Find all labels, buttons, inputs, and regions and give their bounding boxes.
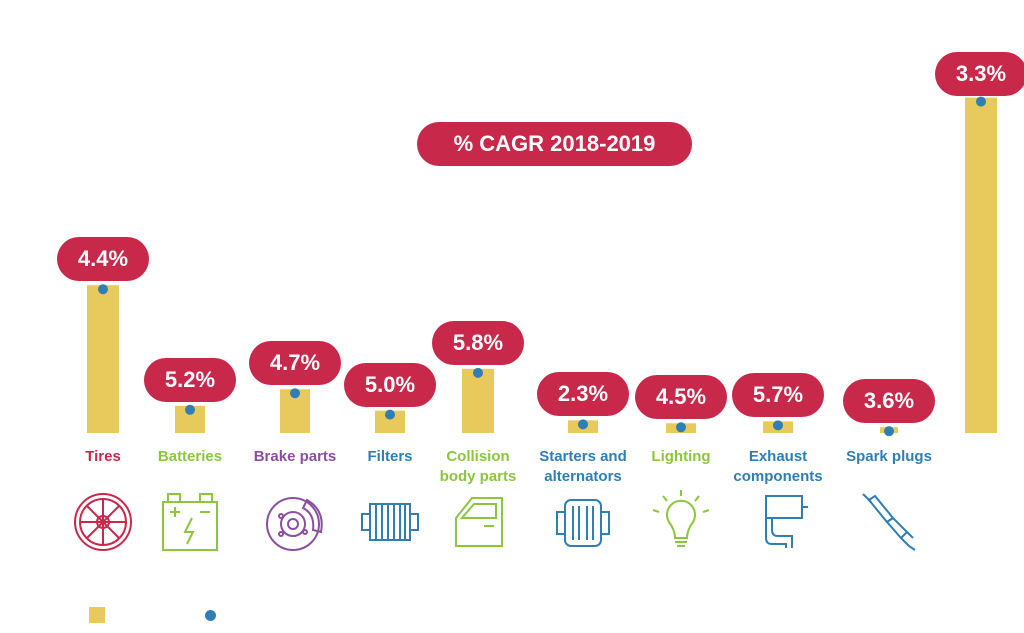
category-label-line: body parts bbox=[439, 468, 517, 485]
cagr-label-1: 4.4% bbox=[57, 237, 149, 282]
cagr-marker-1 bbox=[98, 284, 108, 295]
chart-title: % CAGR 2018-2019 bbox=[417, 122, 692, 166]
cagr-label-9: 3.6% bbox=[843, 379, 935, 424]
cagr-marker-10 bbox=[976, 96, 986, 107]
cagr-marker-9 bbox=[884, 426, 894, 437]
category-label-line: Batteries bbox=[157, 448, 223, 465]
legend-dot-marker bbox=[205, 610, 216, 621]
cagr-label-6: 2.3% bbox=[537, 372, 629, 417]
legend-bar-swatch bbox=[89, 607, 105, 623]
cagr-label-10: 3.3% bbox=[935, 52, 1024, 96]
category-label-line: Exhaust bbox=[748, 448, 808, 465]
car-door-icon bbox=[455, 497, 503, 547]
bar-10 bbox=[965, 97, 997, 433]
cagr-label-4: 5.0% bbox=[344, 362, 436, 407]
bar-5 bbox=[462, 368, 494, 433]
light-bulb-icon bbox=[652, 490, 710, 547]
tire-icon bbox=[74, 493, 132, 551]
category-label-6: Starters and alternators bbox=[528, 447, 638, 487]
bar-4 bbox=[375, 410, 405, 433]
category-label-5: Collision body parts bbox=[423, 447, 533, 487]
spark-plug-icon bbox=[862, 493, 916, 551]
category-label-3: Brake parts bbox=[240, 447, 350, 467]
cagr-label-5: 5.8% bbox=[432, 320, 524, 365]
bar-1 bbox=[87, 285, 119, 433]
cagr-marker-4 bbox=[385, 409, 395, 420]
cagr-label-7: 4.5% bbox=[635, 375, 727, 420]
category-label-line: Collision bbox=[446, 448, 510, 465]
exhaust-pipe-icon bbox=[765, 495, 808, 548]
category-label-1: Tires bbox=[48, 447, 158, 467]
category-label-line: Brake parts bbox=[253, 448, 337, 465]
category-label-2: Batteries bbox=[135, 447, 245, 467]
battery-icon bbox=[162, 493, 218, 551]
cagr-marker-8 bbox=[773, 420, 783, 431]
category-label-line: Filters bbox=[367, 448, 413, 465]
category-label-line: Starters and bbox=[539, 448, 627, 465]
category-label-line: components bbox=[733, 468, 823, 485]
cagr-marker-2 bbox=[185, 404, 195, 415]
cagr-marker-5 bbox=[473, 367, 483, 378]
cagr-label-3: 4.7% bbox=[249, 341, 341, 386]
brake-disc-icon bbox=[266, 497, 323, 551]
category-label-9: Spark plugs bbox=[834, 447, 944, 467]
cagr-marker-7 bbox=[676, 422, 686, 433]
category-label-line: Tires bbox=[85, 448, 121, 465]
cagr-label-8: 5.7% bbox=[732, 373, 824, 418]
cagr-label-2: 5.2% bbox=[144, 357, 236, 402]
category-label-line: Spark plugs bbox=[846, 448, 932, 465]
category-label-line: Lighting bbox=[651, 448, 711, 465]
cagr-marker-6 bbox=[578, 419, 588, 430]
filter-icon bbox=[361, 503, 419, 541]
alternator-icon bbox=[556, 499, 610, 547]
category-label-8: Exhaust components bbox=[723, 447, 833, 487]
cagr-marker-3 bbox=[290, 388, 300, 399]
category-label-7: Lighting bbox=[626, 447, 736, 467]
category-label-4: Filters bbox=[335, 447, 445, 467]
category-label-line: alternators bbox=[544, 468, 622, 485]
